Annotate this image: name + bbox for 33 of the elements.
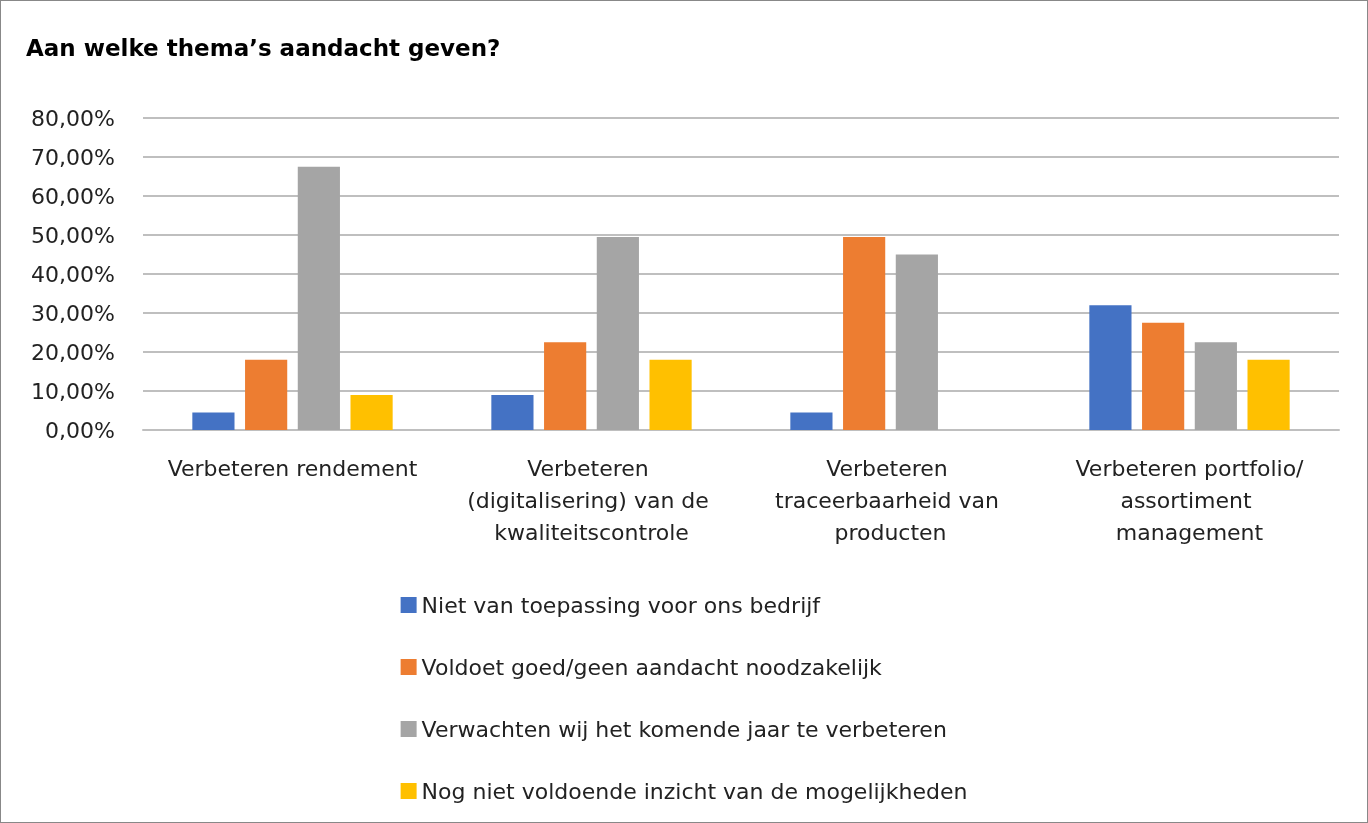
bar <box>544 342 587 430</box>
y-tick-label: 0,00% <box>45 417 115 443</box>
bar <box>1194 342 1237 430</box>
y-tick-label: 80,00% <box>31 105 115 131</box>
y-tick-label: 10,00% <box>31 378 115 404</box>
bar <box>350 394 393 430</box>
y-tick-label: 40,00% <box>31 261 115 287</box>
bar <box>596 236 639 430</box>
bar <box>843 236 886 430</box>
bar <box>895 254 938 430</box>
legend-label: Niet van toepassing voor ons bedrijf <box>421 592 822 618</box>
x-tick-label: Verbeteren traceerbaarheid van producten <box>775 455 1006 545</box>
bar <box>1089 305 1132 430</box>
y-tick-label: 50,00% <box>31 222 115 248</box>
bar <box>1247 359 1290 430</box>
x-tick-label: Verbeteren rendement <box>167 455 418 481</box>
y-tick-label: 60,00% <box>31 183 115 209</box>
bar <box>1142 322 1185 430</box>
y-tick-label: 20,00% <box>31 339 115 365</box>
bar <box>192 412 235 430</box>
bar <box>297 166 340 430</box>
x-tick-label: Verbeteren portfolio/assortiment management <box>1075 455 1305 545</box>
y-tick-label: 30,00% <box>31 300 115 326</box>
legend-label: Nog niet voldoende inzicht van de mogelijkheden <box>421 778 968 804</box>
legend-label: Verwachten wij het komende jaar te verbeteren <box>421 716 947 742</box>
bar <box>491 394 534 430</box>
y-tick-label: 70,00% <box>31 144 115 170</box>
legend-label: Voldoet goed/geen aandacht noodzakelijk <box>421 654 883 680</box>
x-tick-label: Verbeteren (digitalisering) van de kwaliteitscontrole <box>467 455 716 545</box>
chart-title: Aan welke thema’s aandacht geven? <box>26 34 501 61</box>
bar <box>245 359 288 430</box>
bar <box>790 412 833 430</box>
bar <box>649 359 692 430</box>
